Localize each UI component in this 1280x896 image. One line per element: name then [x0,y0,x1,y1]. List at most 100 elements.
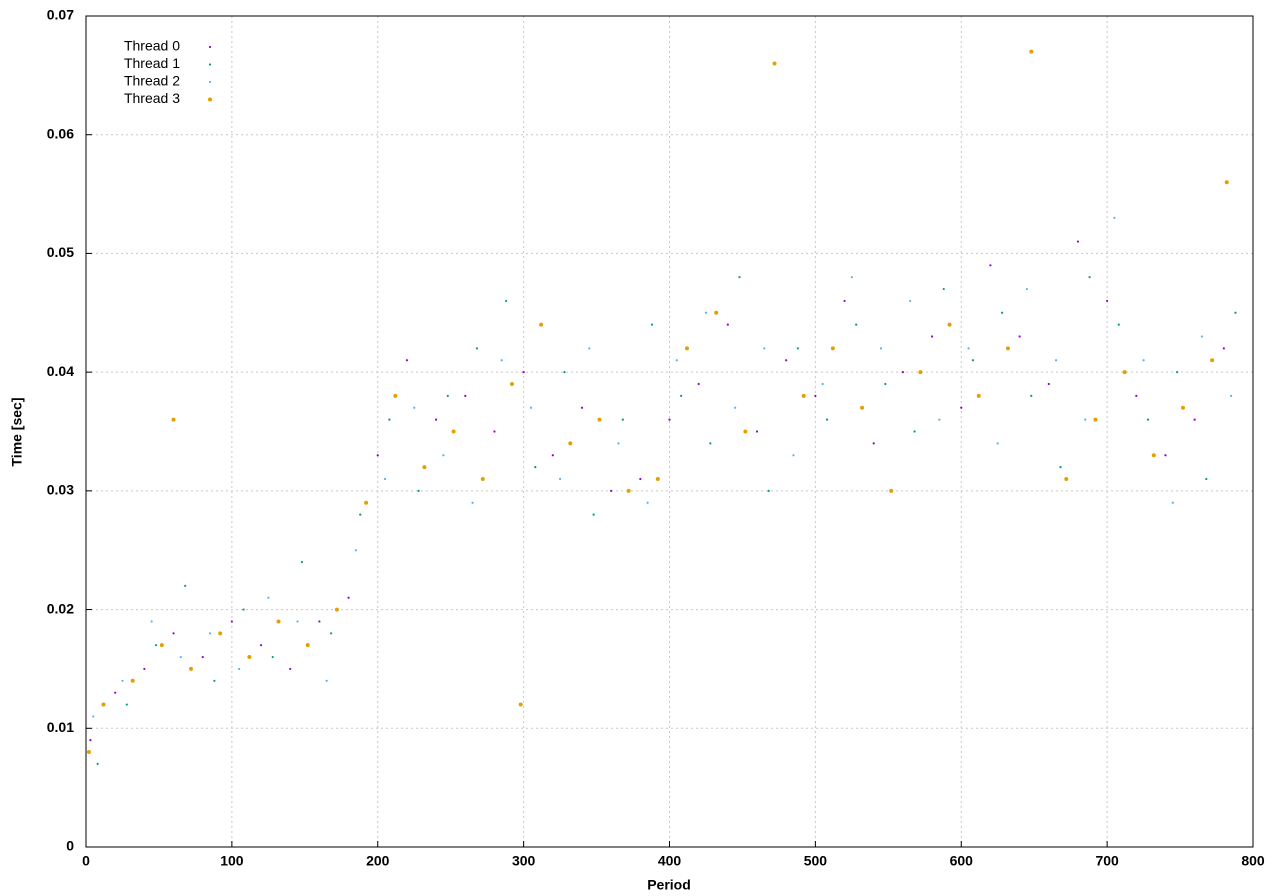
point [267,596,270,599]
y-tick-label: 0.01 [47,719,74,735]
point [801,393,806,398]
point [125,703,128,706]
point [930,335,934,338]
y-tick-label: 0.04 [47,363,74,379]
point [1180,405,1185,410]
point [143,667,146,671]
y-tick-label: 0.03 [47,482,74,498]
point [442,454,445,457]
point [354,549,357,552]
point [114,691,117,694]
x-tick-label: 300 [512,853,536,869]
point [685,346,690,351]
point [668,418,671,421]
point [171,417,176,422]
point [597,417,602,422]
point [300,560,303,564]
point [154,644,158,647]
point [714,310,719,315]
point [850,276,853,279]
point [1054,359,1058,362]
point [884,382,887,386]
point [734,406,737,409]
point [529,406,533,409]
point [971,359,975,362]
point [276,619,281,624]
point [1076,240,1080,243]
point [92,715,95,718]
point [388,418,391,421]
legend-marker [208,45,212,49]
point [500,359,503,362]
point [821,382,824,386]
legend-label: Thread 1 [124,55,180,71]
legend-label: Thread 3 [124,90,180,106]
point [208,632,212,635]
point [889,488,894,493]
point [646,501,649,504]
point [1234,311,1237,314]
point [763,347,766,350]
x-tick-label: 400 [658,853,682,869]
point [1224,180,1229,185]
point [1093,417,1098,422]
point [1084,418,1087,421]
point [505,299,508,303]
x-tick-label: 500 [804,853,828,869]
point [825,418,829,421]
point [610,489,613,492]
point [230,620,233,623]
point [376,454,379,457]
point [329,632,333,635]
point [568,441,573,446]
x-tick-label: 700 [1095,853,1119,869]
point [650,323,654,326]
y-tick-label: 0 [66,838,74,854]
point [347,596,350,599]
x-tick-label: 200 [366,853,390,869]
point [709,442,712,445]
point [189,666,194,671]
point [942,287,945,291]
point [743,429,748,434]
point [909,299,912,303]
point [471,501,474,504]
x-tick-label: 600 [950,853,974,869]
point [655,476,660,481]
point [755,430,759,433]
point [1176,371,1179,374]
point [325,679,328,682]
point [996,442,999,445]
point [901,371,905,374]
point [1005,346,1010,351]
point [364,500,369,505]
point [493,430,496,433]
point [976,393,981,398]
point [1164,454,1167,457]
point [184,584,187,587]
point [405,359,409,362]
point [518,702,523,707]
point [539,322,544,327]
point [1230,394,1233,397]
point [558,477,562,481]
point [121,679,124,682]
point [89,739,92,742]
point [947,322,952,327]
point [86,750,91,755]
point [918,370,923,375]
point [1210,358,1215,363]
point [1064,476,1069,481]
point [201,655,204,659]
point [588,347,591,350]
point [247,655,252,660]
point [417,489,420,492]
point [830,346,835,351]
point [383,477,387,481]
point [271,655,274,659]
point [967,347,970,350]
point [592,513,595,516]
point [1193,418,1196,421]
point [218,631,223,636]
